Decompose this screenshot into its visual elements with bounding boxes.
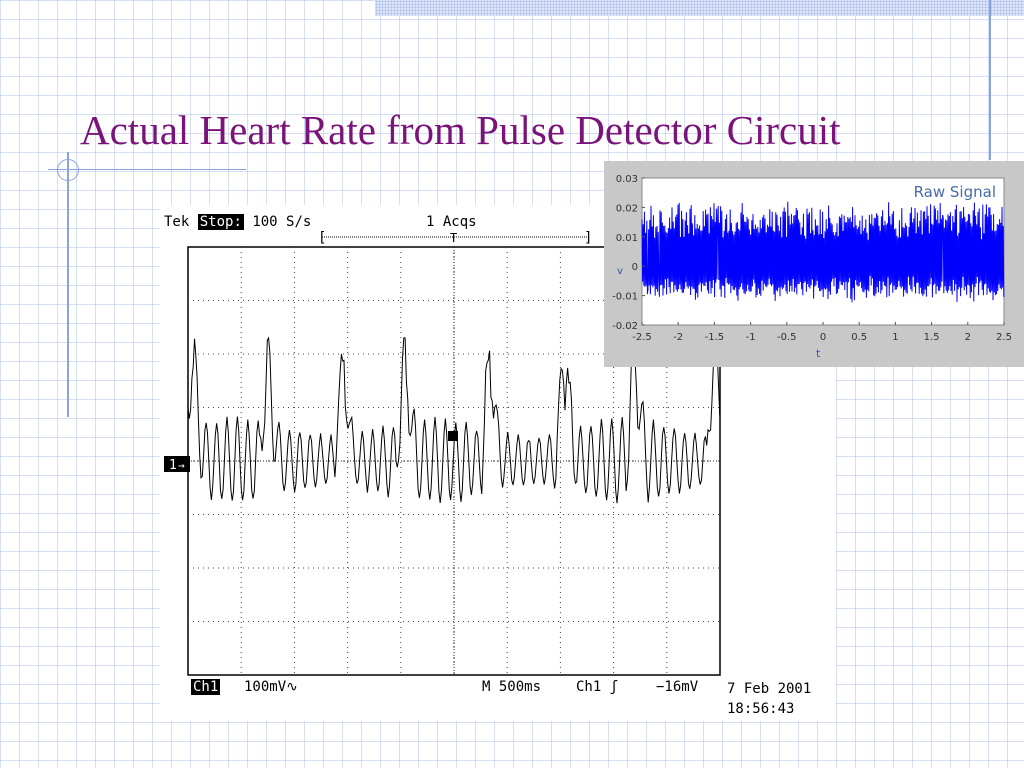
oscilloscope-waveform-display: [] T 1 → [164, 230, 721, 676]
record-length-bracket: [] T [318, 230, 592, 246]
raw-x-tick-label: 2 [965, 332, 971, 343]
record-trigger-mark: T [450, 231, 457, 245]
slide-title: Actual Heart Rate from Pulse Detector Ci… [80, 107, 841, 153]
scope-acquisitions: 1 Acqs [426, 214, 477, 230]
raw-x-tick-label: 0 [820, 332, 826, 343]
scope-run-state: Stop: [197, 214, 244, 230]
raw-axis-ticks: -2.5 -2 -1.5 -1 -0.5 0 0.5 1 1.5 2 2.5 0.03 0.02 0.01… [612, 174, 1012, 343]
scope-brand: Tek [164, 214, 190, 230]
raw-x-tick-label: -0.5 [777, 332, 797, 343]
raw-y-tick-label: 0 [632, 262, 638, 273]
channel-ground-marker [164, 456, 190, 472]
scope-date: 7 Feb 2001 [727, 681, 812, 697]
decorative-vertical-line-right [989, 0, 991, 160]
heart-rate-waveform [187, 336, 721, 504]
raw-x-tick-label: 2.5 [996, 332, 1012, 343]
decorative-vertical-line-left [67, 152, 69, 417]
decorative-circle [57, 159, 79, 181]
scope-channel-label: Ch1 [191, 679, 221, 695]
scope-trigger-source: Ch1 [576, 679, 602, 695]
raw-signal-series [641, 201, 1005, 303]
scope-trigger-level: −16mV [656, 679, 699, 695]
trigger-point-marker [448, 431, 458, 441]
raw-signal-title: Raw Signal [914, 183, 996, 201]
raw-y-axis-label: v [617, 266, 623, 277]
raw-x-tick-label: -2.5 [632, 332, 652, 343]
raw-y-tick-label: -0.01 [612, 292, 638, 303]
raw-x-tick-label: -1.5 [705, 332, 725, 343]
raw-y-tick-label: 0.03 [616, 174, 638, 185]
decorative-horizontal-line [48, 169, 246, 170]
raw-x-axis-label: t [816, 347, 821, 360]
scope-coupling-icon: ∿ [286, 679, 298, 695]
top-decorative-band [375, 0, 1024, 16]
raw-signal-inset: -2.5 -2 -1.5 -1 -0.5 0 0.5 1 1.5 2 2.5 0.03 0.02 0.01… [604, 161, 1024, 367]
record-bracket-right: ] [584, 230, 592, 246]
channel-marker-label: 1 [169, 458, 177, 473]
raw-x-tick-label: -2 [673, 332, 683, 343]
scope-volts-per-div: 100mV [244, 679, 287, 695]
raw-y-tick-label: -0.02 [612, 321, 638, 332]
raw-x-tick-label: 1.5 [924, 332, 940, 343]
raw-x-tick-label: 1 [892, 332, 898, 343]
raw-y-tick-label: 0.02 [616, 203, 638, 214]
raw-signal-chart: -2.5 -2 -1.5 -1 -0.5 0 0.5 1 1.5 2 2.5 0.03 0.02 0.01… [612, 174, 1012, 360]
scope-time: 18:56:43 [727, 701, 795, 717]
raw-y-tick-label: 0.01 [616, 233, 638, 244]
record-bracket-left: [ [318, 230, 326, 246]
raw-x-tick-label: 0.5 [851, 332, 867, 343]
scope-timebase: M 500ms [482, 679, 542, 695]
raw-x-tick-label: -1 [746, 332, 756, 343]
channel-marker-arrow: → [178, 459, 185, 472]
scope-sample-rate: 100 S/s [252, 214, 312, 230]
scope-trigger-slope-icon: ʃ [609, 679, 619, 695]
